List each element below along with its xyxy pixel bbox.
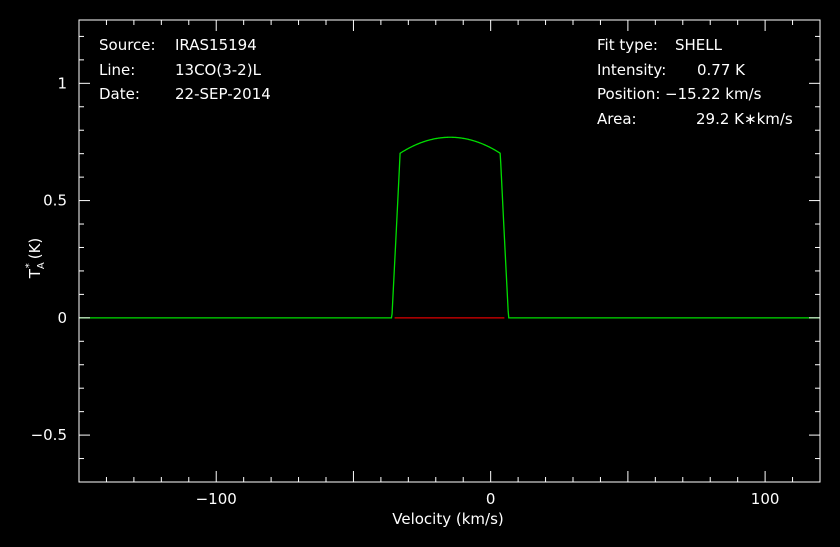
x-axis-label: Velocity (km/s) [392,510,503,528]
date-value: 22-SEP-2014 [175,85,271,103]
y-axis-label-unit: (K) [26,238,44,260]
fit-type-key: Fit type: [597,36,658,54]
y-axis-label-main: T [26,268,44,279]
area-value: 29.2 K∗km/s [696,109,793,128]
y-tick-label: −0.5 [31,426,67,444]
source-key: Source: [99,36,156,54]
y-tick-label: 0 [57,309,67,327]
shell-fit-line [79,136,820,319]
svg-text:TA*(K): TA* (K) [24,238,47,280]
x-tick-label: 100 [751,490,780,508]
line-value: 13CO(3-2)L [175,60,261,79]
date-key: Date: [99,85,140,103]
y-axis-label-sup: * [24,263,35,268]
fit-layer [79,136,820,319]
y-tick-label: 1 [57,74,67,92]
position-value: −15.22 km/s [665,85,762,103]
area-key: Area: [597,109,637,128]
intensity-value: 0.77 K [697,60,746,79]
x-tick-label: 0 [486,490,496,508]
y-axis-label-sub: A [36,262,47,269]
plot-frame [78,19,821,483]
y-tick-label: 0.5 [43,192,67,210]
y-axis-label: TA* (K) [24,238,47,280]
intensity-key: Intensity: [597,60,667,79]
x-tick-label: −100 [196,490,237,508]
position-key: Position: [597,85,661,103]
source-value: IRAS15194 [175,36,257,54]
line-key: Line: [99,60,136,79]
frame-layer [78,19,821,483]
tick-layer: −100 0 100 −0.5 0 0.5 1 [31,20,821,508]
fit-type-value: SHELL [675,36,722,54]
